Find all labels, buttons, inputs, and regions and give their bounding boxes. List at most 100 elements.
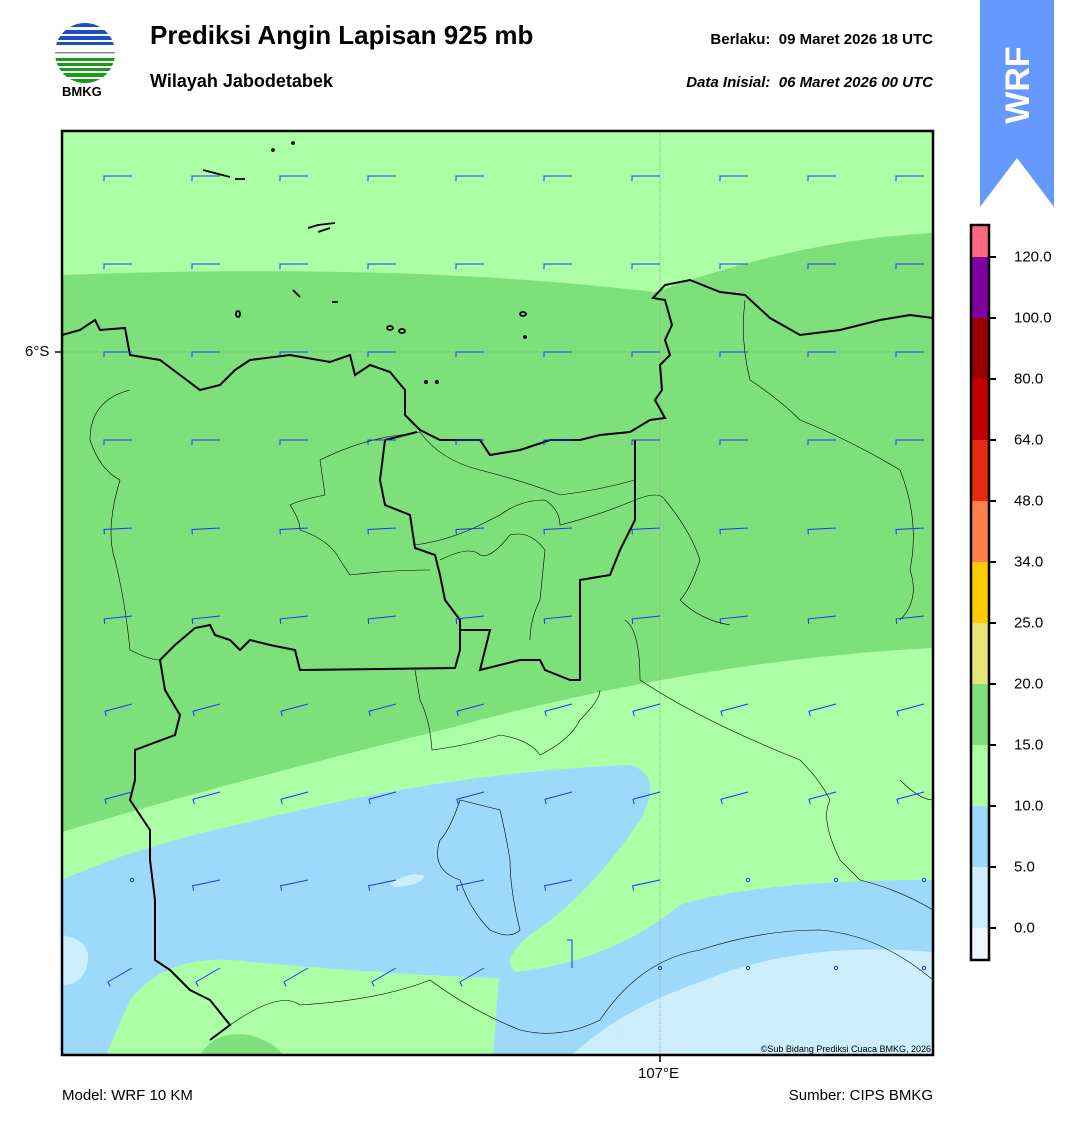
colorbar-swatch	[971, 806, 989, 867]
wind-barb	[631, 351, 660, 357]
wind-barb	[191, 263, 220, 269]
wind-barb	[631, 175, 660, 181]
logo-text: BMKG	[62, 84, 102, 99]
wind-barb	[808, 703, 837, 717]
wind-barb	[279, 615, 309, 624]
colorbar-label: 100.0	[1014, 309, 1052, 327]
colorbar-label: 120.0	[1014, 248, 1052, 266]
colorbar-swatch	[971, 440, 989, 501]
wind-barb	[191, 615, 221, 624]
wind-barb	[455, 175, 484, 181]
colorbar-swatch	[971, 257, 989, 318]
wind-barb	[896, 791, 925, 805]
wind-barb	[632, 791, 661, 805]
wind-barb	[895, 527, 925, 535]
wind-barb	[279, 439, 308, 445]
wind-barb	[456, 703, 485, 717]
wind-barb	[543, 527, 573, 535]
initial-time: Data Inisial: 06 Maret 2026 00 UTC	[686, 74, 933, 91]
wind-barb	[455, 263, 484, 269]
page-title: Prediksi Angin Lapisan 925 mb	[150, 20, 534, 50]
colorbar-label: 64.0	[1014, 431, 1044, 449]
wind-barb	[455, 615, 485, 624]
calm-marker	[921, 965, 927, 971]
wind-barb	[719, 263, 748, 269]
calm-marker	[129, 877, 135, 883]
colorbar-swatch	[971, 867, 989, 928]
colorbar-frame	[969, 223, 991, 962]
admin-borders	[89, 299, 933, 1034]
wind-barb	[807, 351, 836, 357]
calm-marker	[833, 877, 839, 883]
wind-barb	[280, 791, 309, 805]
wind-barb	[459, 967, 485, 987]
wind-barb	[896, 703, 925, 717]
colorbar-swatch	[971, 928, 989, 960]
wind-barb	[808, 791, 837, 805]
wind-barb	[191, 439, 220, 445]
wind-barb	[719, 615, 749, 624]
wind-barb	[279, 263, 308, 269]
wrf-ribbon: WRF	[980, 0, 1054, 207]
wind-barb	[895, 615, 925, 624]
wind-barb	[104, 791, 133, 805]
calm-marker	[745, 877, 751, 883]
shade-0-5-left	[62, 935, 89, 985]
wind-barb	[631, 527, 661, 535]
wind-barb	[368, 879, 397, 891]
colorbar-swatch	[971, 225, 989, 257]
calm-marker	[833, 965, 839, 971]
wind-barb	[283, 967, 309, 987]
lon-label: 107°E	[638, 1065, 680, 1082]
bmkg-logo	[55, 23, 115, 83]
wind-barb	[195, 967, 221, 987]
wind-barb	[719, 351, 748, 357]
wind-barb	[367, 351, 396, 357]
wind-barb	[191, 175, 220, 181]
islands	[202, 141, 527, 385]
colorbar	[969, 223, 996, 962]
colorbar-swatch	[971, 623, 989, 684]
wind-barb	[543, 263, 572, 269]
wind-barb	[280, 703, 309, 717]
colorbar-label: 34.0	[1014, 553, 1044, 571]
wind-barb	[719, 439, 748, 445]
wind-barb	[371, 967, 397, 987]
wind-barb	[895, 351, 924, 357]
wind-barb	[107, 967, 133, 987]
wind-barb	[455, 527, 485, 535]
shade-0-5	[572, 949, 933, 1055]
wind-barb	[456, 791, 485, 805]
wind-barb	[632, 703, 661, 717]
wind-barb	[191, 527, 221, 535]
wind-barb	[567, 939, 573, 968]
colorbar-swatch	[971, 501, 989, 562]
colorbar-swatch	[971, 318, 989, 379]
wind-barb	[544, 791, 573, 805]
wind-barb	[367, 263, 396, 269]
wind-barb	[719, 527, 749, 535]
wind-barb	[104, 703, 133, 717]
calm-marker	[745, 965, 751, 971]
wind-barb	[807, 527, 837, 535]
wind-barb	[367, 175, 396, 181]
wind-barb	[103, 263, 132, 269]
colorbar-swatch	[971, 684, 989, 745]
shade-15-20-bottom	[200, 1034, 283, 1055]
wind-barb	[192, 879, 221, 891]
wind-barb	[192, 791, 221, 805]
wind-barb	[543, 439, 572, 445]
source-label: Sumber: CIPS BMKG	[788, 1087, 933, 1104]
wind-barb	[895, 263, 924, 269]
colorbar-label: 0.0	[1014, 919, 1035, 937]
wind-barbs	[103, 175, 927, 987]
wind-barb	[543, 351, 572, 357]
colorbar-label: 25.0	[1014, 614, 1044, 632]
wrf-label: WRF	[999, 46, 1037, 123]
map-frame	[60, 129, 935, 1057]
wind-barb	[368, 703, 397, 717]
wind-barb	[367, 615, 397, 624]
wind-barb	[191, 351, 220, 357]
wind-barb	[455, 439, 484, 445]
